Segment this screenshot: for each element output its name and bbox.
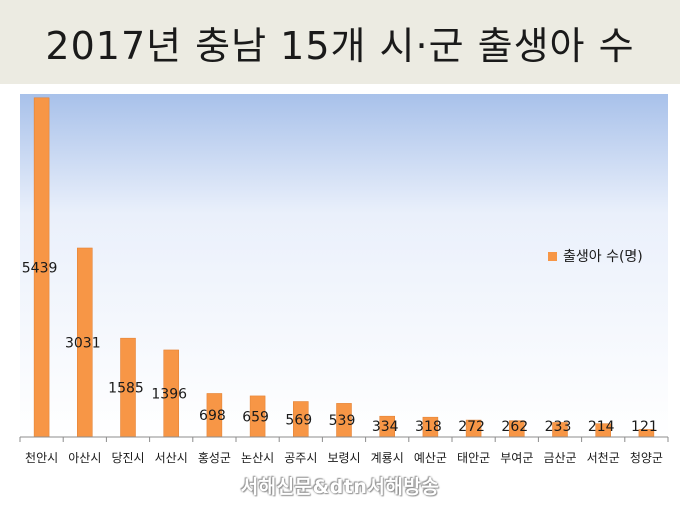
data-label: 262 xyxy=(501,419,528,435)
category-label: 당진시 xyxy=(111,451,144,465)
data-label: 1396 xyxy=(151,386,187,402)
category-label: 홍성군 xyxy=(198,451,231,465)
title-band: 2017년 충남 15개 시·군 출생아 수 xyxy=(0,0,680,84)
category-label: 예산군 xyxy=(414,451,447,465)
data-label: 1585 xyxy=(108,381,144,397)
data-label: 539 xyxy=(329,413,356,429)
category-label: 서산시 xyxy=(155,451,188,465)
data-label: 272 xyxy=(458,419,485,435)
data-label: 121 xyxy=(631,419,658,435)
category-label: 논산시 xyxy=(241,451,274,465)
legend: 출생아 수(명) xyxy=(548,246,643,266)
data-label: 334 xyxy=(372,419,399,435)
watermark: 서해신문&dtn서해방송 xyxy=(240,476,440,498)
data-label: 233 xyxy=(545,419,572,435)
data-label: 569 xyxy=(285,412,312,428)
data-label: 214 xyxy=(588,419,615,435)
legend-swatch xyxy=(548,251,557,261)
page-title: 2017년 충남 15개 시·군 출생아 수 xyxy=(45,23,635,68)
data-label: 3031 xyxy=(65,335,101,351)
category-label: 아산시 xyxy=(68,451,101,465)
category-label: 공주시 xyxy=(284,451,317,465)
category-label: 청양군 xyxy=(630,451,663,465)
data-label: 659 xyxy=(242,409,269,425)
bar-chart: 5439 3031 1585 1396 698 659 569 539 334 318 272 262… xyxy=(19,94,669,465)
category-label: 계룡시 xyxy=(371,451,404,465)
legend-label: 출생아 수(명) xyxy=(563,249,643,265)
category-label: 천안시 xyxy=(25,450,58,465)
category-label: 금산군 xyxy=(543,451,576,465)
data-label: 5439 xyxy=(22,260,58,276)
data-label: 318 xyxy=(415,419,442,435)
category-label: 부여군 xyxy=(500,451,533,465)
data-label: 698 xyxy=(199,408,226,424)
category-label: 보령시 xyxy=(327,451,360,465)
category-label: 서천군 xyxy=(587,450,620,465)
category-label: 태안군 xyxy=(457,451,490,465)
